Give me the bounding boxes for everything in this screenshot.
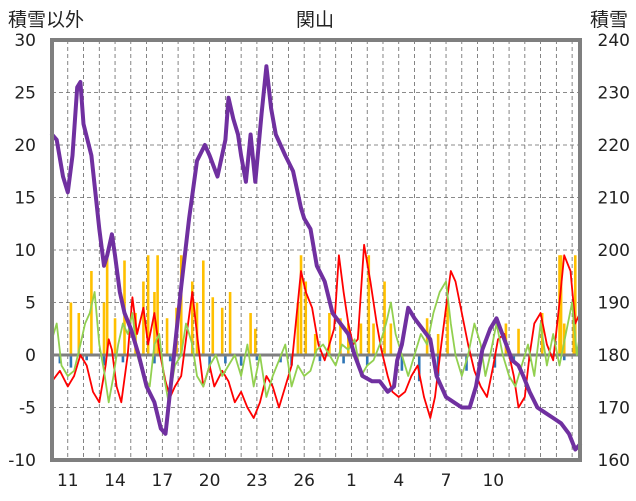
bar: [249, 313, 252, 355]
bar: [220, 307, 224, 355]
series-line: [50, 64, 582, 452]
bar: [121, 355, 125, 363]
right-tick-label: 200: [598, 241, 630, 261]
bar: [299, 255, 303, 355]
bar: [208, 355, 211, 368]
bar: [359, 323, 363, 355]
x-tick-label: 1: [346, 471, 357, 491]
x-tick-label: 26: [293, 471, 315, 491]
bar: [113, 318, 117, 355]
bar: [562, 355, 566, 361]
left-axis-label: 積雪以外: [8, 9, 84, 31]
x-tick-label: 4: [393, 471, 404, 491]
left-tick-label: 25: [14, 84, 36, 104]
bar: [255, 355, 259, 361]
bar: [168, 355, 172, 362]
right-tick-label: 160: [598, 451, 630, 471]
bar: [372, 323, 375, 355]
bar: [436, 334, 440, 355]
bar: [389, 323, 393, 355]
bar: [165, 318, 169, 355]
bar: [318, 355, 322, 362]
bar: [228, 292, 232, 355]
bar: [142, 281, 145, 355]
bar: [211, 297, 215, 355]
bar: [153, 292, 156, 355]
x-tick-label: 11: [57, 471, 79, 491]
x-tick-label: 14: [104, 471, 126, 491]
left-tick-label: 20: [14, 136, 36, 156]
bar: [328, 313, 331, 355]
right-tick-label: 190: [598, 294, 630, 314]
right-tick-label: 230: [598, 84, 630, 104]
bar: [313, 334, 317, 355]
x-tick-label: 23: [246, 471, 268, 491]
bar: [296, 302, 300, 355]
bar: [102, 302, 106, 355]
series-line: [51, 280, 581, 404]
bar: [156, 255, 159, 355]
bar: [69, 355, 73, 368]
bar: [239, 355, 243, 366]
right-tick-label: 180: [598, 346, 630, 366]
x-tick-label: 17: [152, 471, 174, 491]
bar: [365, 355, 369, 366]
bar: [77, 313, 81, 355]
left-tick-label: -10: [8, 451, 36, 471]
bar: [572, 307, 575, 355]
bar: [105, 255, 109, 355]
bar: [517, 328, 520, 355]
x-tick-label: 7: [441, 471, 452, 491]
bar: [224, 355, 227, 364]
bar: [304, 281, 308, 355]
bar: [85, 355, 88, 361]
left-tick-label: 0: [25, 346, 36, 366]
bar: [69, 302, 73, 355]
x-tick-label: 20: [199, 471, 221, 491]
bar: [573, 255, 577, 355]
bar: [90, 271, 93, 355]
series-line: [51, 243, 581, 419]
bar: [254, 328, 257, 355]
bar: [559, 255, 563, 355]
bar: [202, 260, 205, 355]
bar: [146, 255, 150, 355]
x-tick-label: 10: [482, 471, 504, 491]
right-tick-label: 240: [598, 31, 630, 51]
bar: [102, 355, 106, 366]
bar: [339, 318, 342, 355]
bar: [190, 281, 194, 355]
plot-frame: [50, 38, 582, 462]
left-tick-label: 15: [14, 189, 36, 209]
left-tick-label: 5: [25, 294, 36, 314]
right-tick-label: 170: [598, 399, 630, 419]
bar: [153, 355, 156, 364]
bar: [400, 355, 404, 371]
right-tick-label: 220: [598, 136, 630, 156]
right-tick-label: 210: [598, 189, 630, 209]
bar: [342, 355, 345, 364]
chart-title: 関山: [296, 9, 334, 31]
plot-area: 302520151050-5-1024023022021020019018017…: [8, 31, 630, 491]
right-axis-label: 積雪: [590, 9, 628, 31]
bar: [367, 255, 371, 355]
bar: [417, 355, 421, 382]
left-tick-label: 30: [14, 31, 36, 51]
bar: [446, 302, 449, 355]
bar: [383, 281, 386, 355]
left-tick-label: 10: [14, 241, 36, 261]
left-tick-label: -5: [19, 399, 36, 419]
